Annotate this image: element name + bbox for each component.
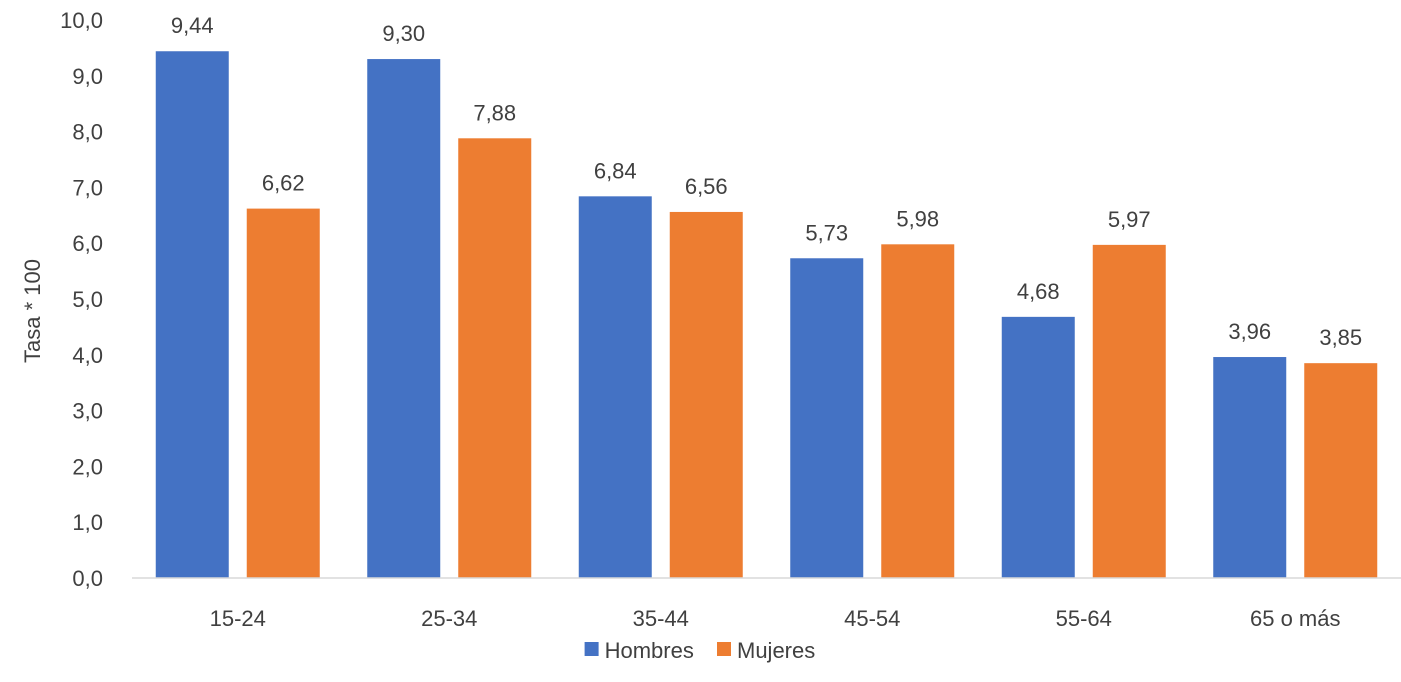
y-axis-title-group: Tasa * 100 [20,259,45,363]
legend-label-hombres: Hombres [605,638,694,663]
bar-hombres-4 [790,258,864,578]
x-tick-label: 45-54 [844,606,900,631]
y-tick-label: 4,0 [72,343,103,368]
y-tick-label: 7,0 [72,175,103,200]
bar-hombres-1 [155,51,229,579]
y-tick-label: 5,0 [72,287,103,312]
x-tick-label: 65 o más [1250,606,1341,631]
bar-hombres-6 [1213,357,1287,578]
y-tick-label: 6,0 [72,231,103,256]
y-tick-label: 2,0 [72,454,103,479]
y-tick-label: 8,0 [72,120,103,145]
data-label: 7,88 [473,100,516,125]
bar-hombres-5 [1001,316,1075,578]
y-tick-label: 3,0 [72,399,103,424]
data-label: 5,97 [1108,207,1151,232]
data-labels-group: 9,44 6,62 9,30 7,88 6,84 6,56 5,73 5,98 4,68 5,97… [171,13,1362,350]
data-label: 6,56 [685,174,728,199]
y-tick-label: 9,0 [72,64,103,89]
bar-mujeres-4 [881,244,955,579]
bar-mujeres-6 [1304,363,1378,578]
y-tick-label: 1,0 [72,510,103,535]
bar-hombres-2 [367,59,441,579]
data-label: 4,68 [1017,279,1060,304]
data-label: 3,85 [1319,325,1362,350]
legend-swatch-mujeres [717,642,731,656]
data-label: 9,30 [382,21,425,46]
bar-hombres-3 [578,196,652,578]
legend-label-mujeres: Mujeres [737,638,815,663]
x-tick-label: 15-24 [210,606,266,631]
y-tick-label: 10,0 [60,8,103,33]
legend-swatch-hombres [584,642,599,656]
bar-mujeres-1 [246,208,320,578]
data-label: 6,84 [594,158,637,183]
data-label: 5,98 [896,206,939,231]
bar-mujeres-5 [1092,244,1166,578]
bar-mujeres-2 [458,138,532,578]
y-axis-ticks: 0,0 1,0 2,0 3,0 4,0 5,0 6,0 7,0 8,0 9,0 10,0 [60,8,103,591]
x-tick-label: 55-64 [1056,606,1112,631]
x-tick-label: 35-44 [633,606,689,631]
y-tick-label: 0,0 [72,566,103,591]
y-axis-label: Tasa * 100 [20,259,45,363]
data-label: 5,73 [805,220,848,245]
data-label: 9,44 [171,13,214,38]
bar-mujeres-3 [669,211,743,578]
data-label: 6,62 [262,171,305,196]
data-label: 3,96 [1228,319,1271,344]
legend: Hombres Mujeres [584,638,815,663]
bars-group [155,51,1378,579]
x-axis-ticks: 15-24 25-34 35-44 45-54 55-64 65 o más [210,606,1341,631]
x-tick-label: 25-34 [421,606,477,631]
